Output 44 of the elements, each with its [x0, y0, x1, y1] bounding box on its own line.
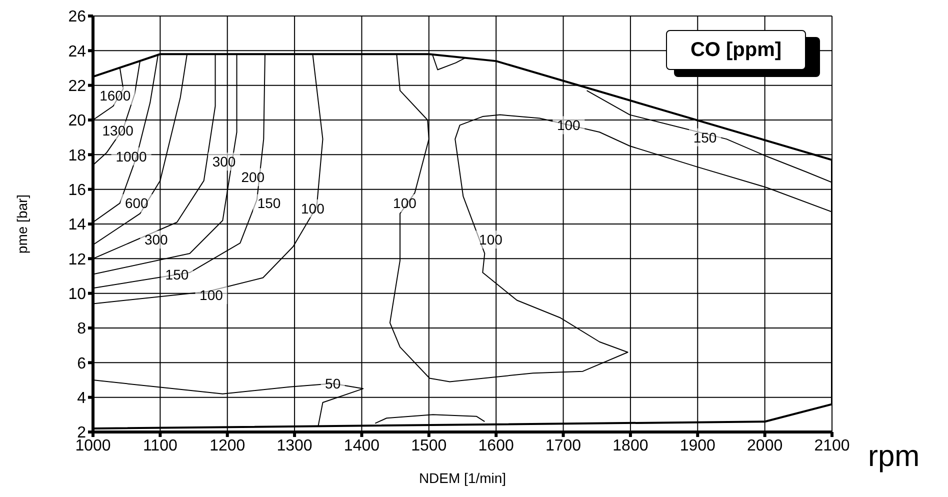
annotation: 100: [556, 117, 581, 134]
annotation: 600: [124, 195, 149, 212]
annotation: 150: [165, 266, 189, 282]
x-tick-label: 1200: [210, 437, 246, 454]
annotation: 200: [241, 169, 265, 186]
annotation: 1000: [116, 148, 148, 164]
y-tick-label: 14: [68, 216, 86, 234]
y-tick-label: 4: [77, 390, 86, 408]
y-tick-label: 12: [68, 251, 86, 268]
annotation: 100: [301, 200, 325, 216]
x-tick-label: 1800: [612, 437, 648, 454]
annotation: 300: [144, 232, 168, 248]
annotation: 100: [393, 195, 417, 212]
annotation: 1300: [102, 122, 134, 138]
annotation: 300: [212, 154, 236, 170]
annotation: 150: [257, 195, 281, 212]
annotation: 1600: [100, 88, 131, 104]
x-tick-label: 1900: [680, 437, 716, 454]
x-axis-title: NDEM [1/min]: [418, 470, 506, 486]
y-tick-label: 22: [68, 78, 86, 96]
y-axis-title: pme [bar]: [14, 194, 30, 254]
x-tick-label: 1600: [478, 437, 514, 454]
y-tick-label: 16: [68, 182, 86, 200]
annotation: 100: [479, 232, 503, 248]
y-tick-label: 6: [77, 355, 86, 372]
y-tick-label: 8: [77, 320, 86, 338]
annotation: 50: [325, 375, 341, 392]
x-tick-label: 2100: [814, 437, 850, 454]
annotation: 150: [693, 129, 717, 146]
y-tick-label: 20: [68, 112, 86, 130]
text: rpm: [868, 440, 920, 474]
x-tick-label: 2000: [747, 437, 783, 454]
y-tick-label: 18: [68, 147, 86, 164]
y-tick-label: 24: [68, 43, 86, 60]
x-tick-label: 1100: [142, 437, 178, 454]
x-tick-label: 1700: [545, 437, 582, 454]
annotation: 100: [200, 287, 224, 304]
text: CO [ppm]: [666, 30, 806, 70]
x-tick-label: 1500: [411, 437, 447, 454]
x-tick-label: 1000: [75, 437, 111, 454]
y-tick-label: 26: [68, 8, 86, 26]
x-tick-label: 1300: [276, 437, 312, 454]
y-tick-label: 10: [68, 286, 86, 304]
x-tick-label: 1400: [344, 437, 380, 454]
